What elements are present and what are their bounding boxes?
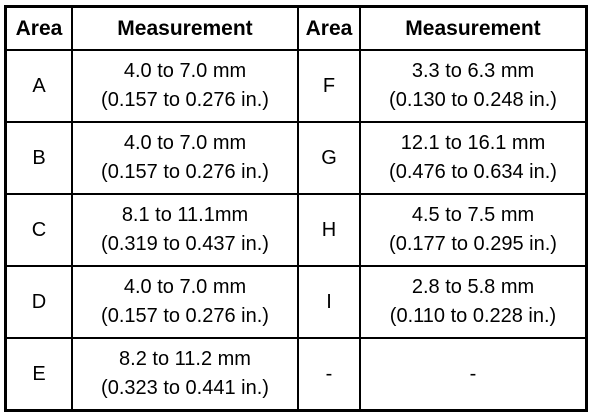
- area-cell: B: [4, 121, 73, 195]
- measurement-line: 8.2 to 11.2 mm: [119, 348, 251, 370]
- measurement-line: 12.1 to 16.1 mm: [400, 132, 546, 154]
- area-cell: F: [297, 49, 361, 123]
- header-row: Area Measurement Area Measurement: [4, 5, 588, 51]
- measurement-line: 3.3 to 6.3 mm: [411, 60, 535, 82]
- table-row: C 8.1 to 11.1mm (0.319 to 0.437 in.) H 4.5 t…: [4, 193, 588, 267]
- table-row: D 4.0 to 7.0 mm (0.157 to 0.276 in.) I 2.8 t…: [4, 265, 588, 339]
- area-cell: E: [4, 337, 73, 412]
- measurement-cell: 4.0 to 7.0 mm (0.157 to 0.276 in.): [71, 49, 299, 123]
- measurement-line: 4.0 to 7.0 mm: [123, 60, 247, 82]
- measurement-cell: 4.0 to 7.0 mm (0.157 to 0.276 in.): [71, 265, 299, 339]
- measurement-line: 2.8 to 5.8 mm: [411, 276, 535, 298]
- header-cell: Measurement: [359, 5, 588, 51]
- measurement-cell: 8.1 to 11.1mm (0.319 to 0.437 in.): [71, 193, 299, 267]
- table-row: A 4.0 to 7.0 mm (0.157 to 0.276 in.) F 3.3 t…: [4, 49, 588, 123]
- measurement-line: (0.157 to 0.276 in.): [101, 305, 269, 327]
- measurement-cell: 8.2 to 11.2 mm (0.323 to 0.441 in.): [71, 337, 299, 412]
- measurement-cell: 3.3 to 6.3 mm (0.130 to 0.248 in.): [359, 49, 588, 123]
- measurement-line: (0.323 to 0.441 in.): [101, 377, 269, 399]
- measurement-line: (0.319 to 0.437 in.): [101, 233, 269, 255]
- measurement-line: (0.157 to 0.276 in.): [101, 161, 269, 183]
- measurement-cell: 4.0 to 7.0 mm (0.157 to 0.276 in.): [71, 121, 299, 195]
- measurement-line: (0.177 to 0.295 in.): [389, 233, 557, 255]
- measurement-line: 4.5 to 7.5 mm: [411, 204, 535, 226]
- measurement-line: (0.130 to 0.248 in.): [389, 89, 557, 111]
- measurement-line: -: [469, 362, 477, 385]
- table-container: Area Measurement Area Measurement A 4.0 to 7.…: [4, 5, 588, 412]
- header-cell: Measurement: [71, 5, 299, 51]
- area-cell: I: [297, 265, 361, 339]
- area-cell: G: [297, 121, 361, 195]
- table-row: E 8.2 to 11.2 mm (0.323 to 0.441 in.) - -: [4, 337, 588, 412]
- area-cell: D: [4, 265, 73, 339]
- measurement-cell: -: [359, 337, 588, 412]
- measurement-line: 8.1 to 11.1mm: [121, 204, 249, 226]
- measurement-line: (0.476 to 0.634 in.): [389, 161, 557, 183]
- header-cell: Area: [297, 5, 361, 51]
- area-cell: H: [297, 193, 361, 267]
- table-row: B 4.0 to 7.0 mm (0.157 to 0.276 in.) G 12.1 …: [4, 121, 588, 195]
- measurement-table: Area Measurement Area Measurement A 4.0 to 7.…: [4, 5, 588, 412]
- measurement-line: (0.110 to 0.228 in.): [389, 305, 557, 327]
- measurement-cell: 2.8 to 5.8 mm (0.110 to 0.228 in.): [359, 265, 588, 339]
- area-cell: C: [4, 193, 73, 267]
- measurement-line: 4.0 to 7.0 mm: [123, 276, 247, 298]
- measurement-line: 4.0 to 7.0 mm: [123, 132, 247, 154]
- area-cell: -: [297, 337, 361, 412]
- measurement-line: (0.157 to 0.276 in.): [101, 89, 269, 111]
- measurement-cell: 12.1 to 16.1 mm (0.476 to 0.634 in.): [359, 121, 588, 195]
- measurement-cell: 4.5 to 7.5 mm (0.177 to 0.295 in.): [359, 193, 588, 267]
- header-cell: Area: [4, 5, 73, 51]
- area-cell: A: [4, 49, 73, 123]
